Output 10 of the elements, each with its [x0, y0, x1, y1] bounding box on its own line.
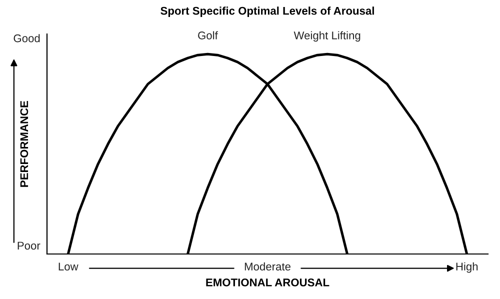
- x-tick-label: High: [456, 262, 478, 273]
- y-axis-title: PERFORMANCE: [20, 100, 28, 187]
- text: Good: [14, 34, 40, 42]
- series-label: Golf: [198, 31, 218, 40]
- text: Poor: [18, 242, 40, 250]
- x-tick-label: Moderate: [244, 262, 290, 270]
- series-label: Weight Lifting: [294, 31, 360, 42]
- x-axis-title: EMOTIONAL AROUSAL: [206, 278, 330, 286]
- x-tick-label: Low: [58, 262, 78, 270]
- chart-title: Sport Specific Optimal Levels of Arousal: [160, 6, 374, 17]
